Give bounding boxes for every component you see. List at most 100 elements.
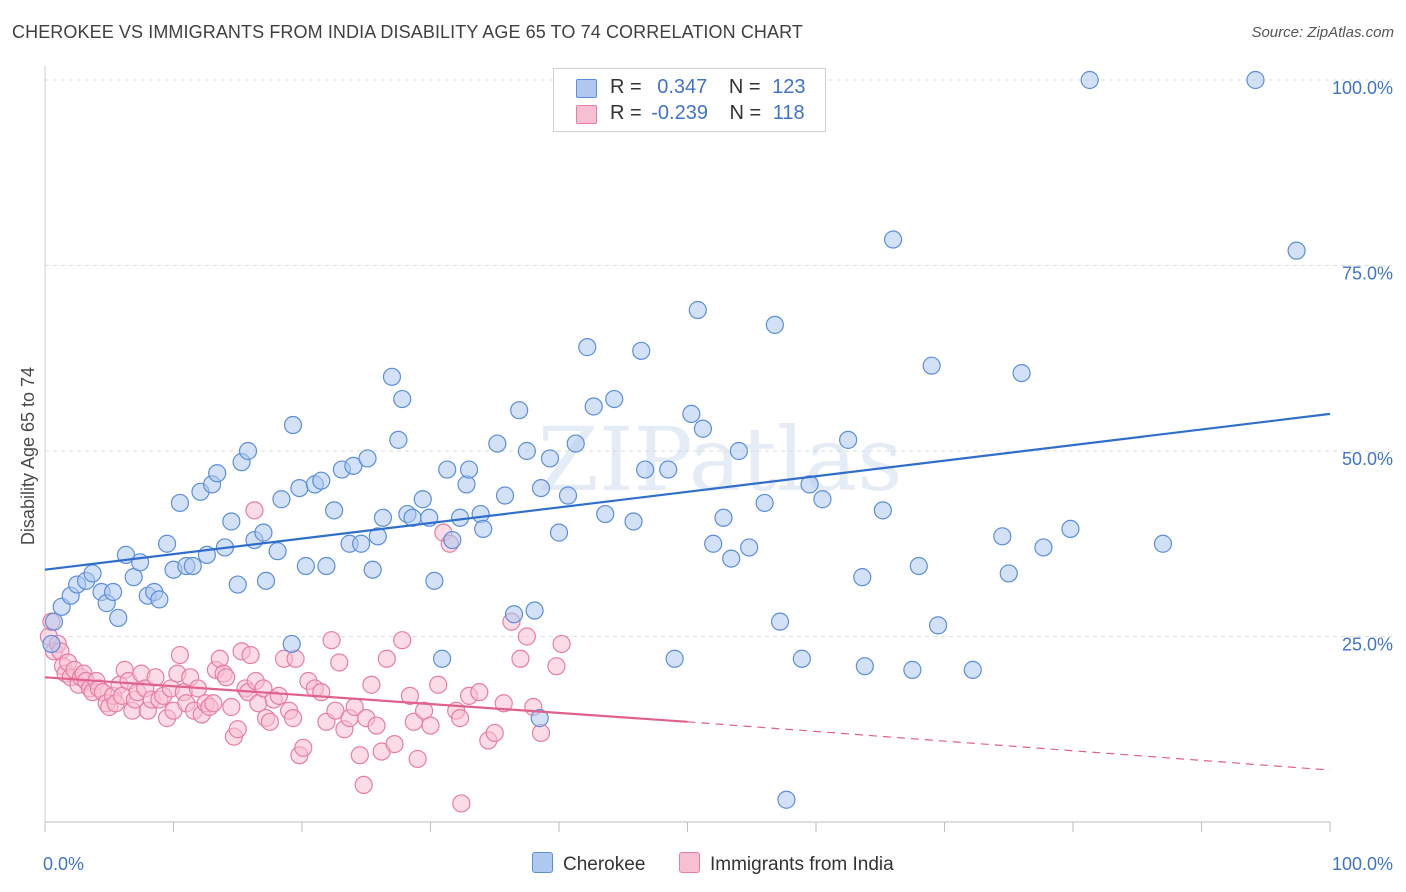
cherokee-point bbox=[389, 430, 408, 449]
cherokee-point bbox=[290, 479, 309, 498]
axes bbox=[44, 66, 1331, 832]
cherokee-point bbox=[268, 542, 287, 561]
india-point bbox=[452, 794, 471, 813]
cherokee-point bbox=[517, 441, 536, 461]
cherokee-point bbox=[425, 571, 444, 590]
cherokee-point bbox=[693, 419, 713, 438]
cherokee-point bbox=[566, 434, 585, 453]
cherokee-point bbox=[363, 560, 382, 579]
india-point bbox=[228, 720, 247, 739]
cherokee-point bbox=[853, 568, 872, 587]
cherokee-point bbox=[413, 490, 432, 509]
legend-r-label: R = bbox=[610, 76, 642, 98]
cherokee-point bbox=[312, 471, 331, 490]
cherokee-point bbox=[488, 434, 507, 453]
legend-n-label: N = bbox=[728, 76, 761, 98]
cherokee-point bbox=[605, 389, 624, 409]
bottom-legend-swatch-india bbox=[679, 852, 700, 873]
cherokee-point bbox=[1061, 519, 1080, 539]
trend-line-india bbox=[44, 676, 688, 723]
india-point bbox=[450, 709, 470, 728]
cherokee-point bbox=[540, 449, 560, 468]
india-point bbox=[408, 749, 427, 769]
cherokee-point bbox=[596, 504, 615, 524]
cherokee-point bbox=[495, 486, 515, 505]
india-point bbox=[485, 723, 504, 743]
bottom-legend-swatch-cherokee bbox=[532, 852, 553, 873]
legend-r-value: 0.347 bbox=[657, 76, 708, 98]
cherokee-point bbox=[254, 523, 273, 542]
cherokee-point bbox=[325, 501, 344, 520]
india-point bbox=[286, 649, 305, 668]
x-tick-label-min: 0.0% bbox=[43, 854, 84, 874]
cherokee-point bbox=[922, 356, 941, 375]
cherokee-point bbox=[755, 493, 774, 513]
cherokee-point bbox=[183, 556, 202, 576]
cherokee-point bbox=[382, 367, 402, 386]
india-point bbox=[283, 709, 303, 728]
cherokee-point bbox=[1153, 534, 1173, 553]
legend-swatch-india bbox=[576, 105, 597, 124]
india-point bbox=[367, 716, 386, 735]
india-point bbox=[494, 694, 513, 713]
cherokee-point bbox=[632, 341, 651, 360]
cherokee-point bbox=[373, 508, 393, 527]
trend-line-cherokee bbox=[44, 412, 1331, 571]
cherokee-point bbox=[157, 534, 177, 553]
cherokee-point bbox=[765, 315, 784, 334]
india-point bbox=[393, 631, 412, 650]
cherokee-point bbox=[903, 660, 922, 679]
india-point bbox=[210, 649, 229, 668]
cherokee-point bbox=[510, 401, 529, 420]
legend-n-label: N = bbox=[729, 102, 762, 124]
cherokee-point bbox=[1287, 241, 1306, 260]
india-point bbox=[204, 694, 223, 713]
legend-r-value: -0.239 bbox=[651, 102, 708, 124]
cherokee-point bbox=[909, 556, 928, 576]
cherokee-point bbox=[42, 634, 61, 654]
cherokee-point bbox=[272, 490, 291, 509]
cherokee-point bbox=[584, 397, 603, 416]
india-point bbox=[377, 649, 396, 668]
x-tick-label-max: 100.0% bbox=[1332, 854, 1393, 874]
india-point bbox=[400, 686, 420, 705]
cherokee-point bbox=[883, 230, 903, 249]
india-point bbox=[294, 738, 313, 757]
cherokee-point bbox=[222, 512, 241, 531]
cherokee-point bbox=[283, 415, 303, 435]
cherokee-point bbox=[282, 634, 301, 654]
cherokee-point bbox=[238, 441, 258, 461]
watermark: ZIPatlas bbox=[538, 408, 903, 511]
cherokee-point bbox=[659, 460, 678, 479]
bottom-legend-label-india: Immigrants from India bbox=[710, 854, 894, 875]
india-point bbox=[511, 649, 530, 668]
cherokee-point bbox=[800, 475, 819, 494]
india-point bbox=[429, 675, 448, 694]
cherokee-point bbox=[344, 456, 363, 475]
cherokee-point bbox=[432, 649, 452, 668]
cherokee-point bbox=[578, 338, 597, 357]
india-point bbox=[217, 668, 236, 687]
india-point bbox=[170, 645, 190, 665]
cherokee-point bbox=[1012, 363, 1031, 383]
india-point bbox=[362, 675, 381, 694]
cherokee-point bbox=[474, 519, 493, 539]
cherokee-point bbox=[1246, 70, 1265, 90]
cherokee-point bbox=[368, 527, 387, 546]
cherokee-point bbox=[44, 612, 64, 631]
legend-text-cherokee: R = 0.347 N = 123 bbox=[610, 76, 806, 99]
cherokee-point bbox=[296, 556, 315, 576]
india-point bbox=[385, 734, 404, 754]
cherokee-point bbox=[530, 709, 549, 728]
cherokee-point bbox=[549, 523, 569, 542]
source-label: Source: ZipAtlas.com bbox=[1251, 24, 1394, 41]
cherokee-point bbox=[635, 460, 655, 479]
legend-swatch-cherokee bbox=[576, 79, 597, 98]
trend-line-india-extended bbox=[687, 721, 1331, 771]
cherokee-point bbox=[928, 616, 948, 635]
y-tick-label: 50.0% bbox=[1342, 449, 1393, 469]
tick-labels: 25.0% 50.0% 75.0% 100.0% 0.0% 100.0% bbox=[43, 78, 1393, 874]
legend-r-label: R = bbox=[610, 102, 642, 124]
cherokee-point bbox=[358, 449, 377, 468]
cherokee-point bbox=[873, 501, 892, 520]
